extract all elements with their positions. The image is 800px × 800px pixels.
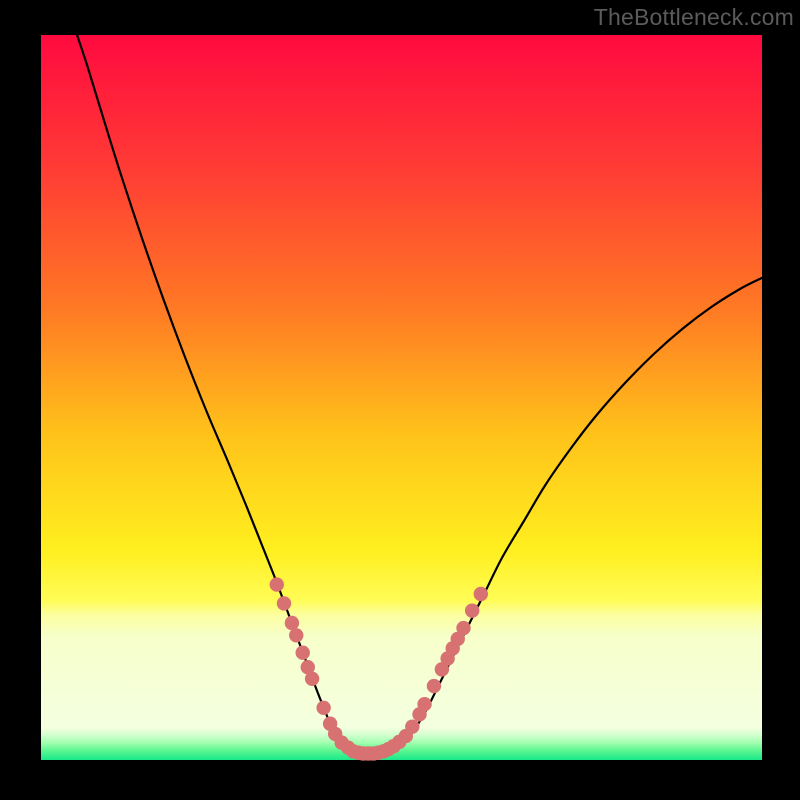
chart-stage: TheBottleneck.com [0,0,800,800]
data-dot [277,596,291,610]
data-dot [427,679,441,693]
data-dot [417,697,431,711]
data-dot [456,621,470,635]
bottleneck-curve [77,35,762,754]
data-dot [474,587,488,601]
data-dot [285,616,299,630]
data-dot [305,672,319,686]
data-dot [405,719,419,733]
data-dot [296,646,310,660]
data-dots [270,577,488,760]
chart-svg [0,0,800,800]
watermark-text: TheBottleneck.com [594,4,794,31]
data-dot [316,701,330,715]
data-dot [465,603,479,617]
data-dot [270,577,284,591]
data-dot [289,628,303,642]
